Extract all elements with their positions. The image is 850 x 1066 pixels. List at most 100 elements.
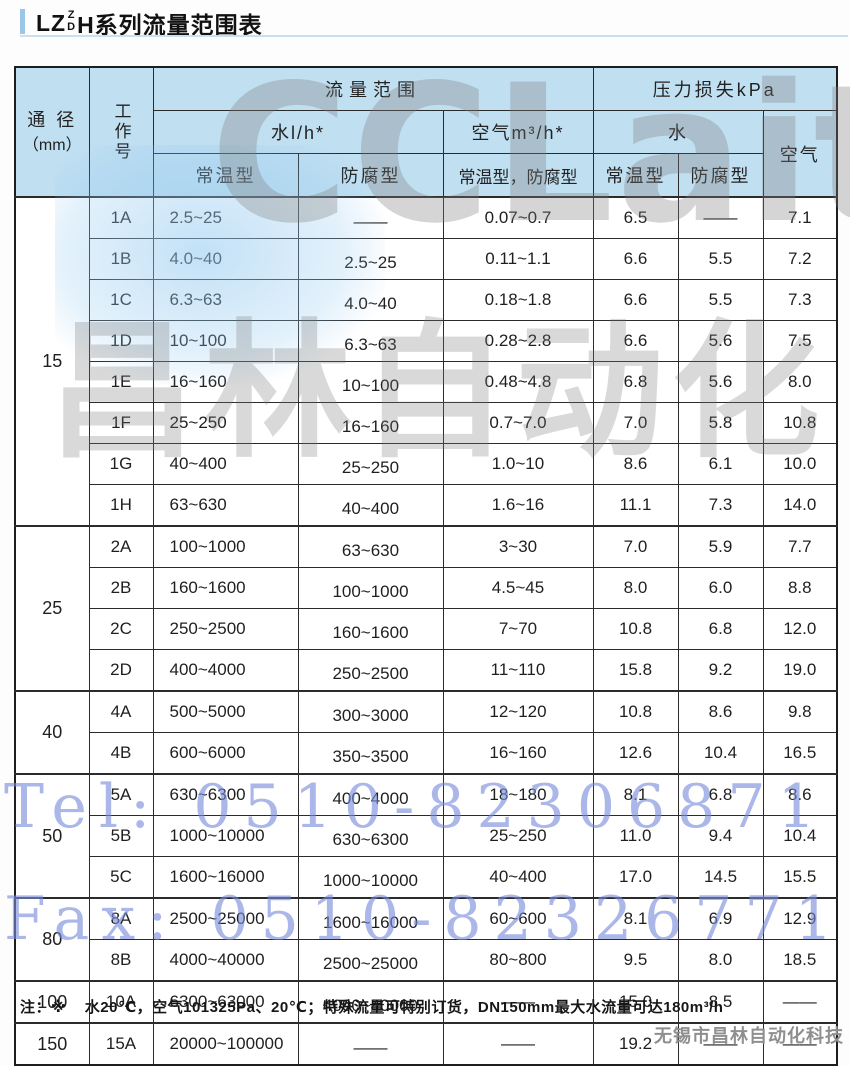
water-normal-flow-cell: 630~6300 (152, 773, 299, 816)
water-normal-flow-cell: 4.0~40 (152, 238, 299, 280)
title-accent-bar (20, 9, 25, 34)
table-row: 5C 1600~16000 1000~10000 40~400 17.0 14.5 15.5 (15, 856, 838, 899)
water-anti-flow-cell: 16~160 (297, 402, 444, 444)
water-normal-flow-cell: 16~160 (152, 361, 299, 403)
pl-water-anti-cell: —— (677, 196, 764, 239)
table-row: 100 10A 6300~63000 4000~40000 —— 15.0 8.5 —— (14, 980, 838, 1024)
air-flow-cell: —— (442, 980, 594, 1024)
table-row: 5B 1000~10000 630~6300 25~250 11.0 9.4 10.4 (15, 815, 838, 857)
air-flow-cell: 25~250 (442, 815, 594, 857)
air-flow-cell: 0.7~7.0 (442, 402, 594, 444)
pl-water-anti-cell: 7.3 (677, 484, 764, 527)
air-flow-cell: 7~70 (442, 608, 594, 650)
table-row: 15 1A 2.5~25 —— 0.07~0.7 6.5 —— 7.1 (14, 196, 838, 527)
air-flow-cell: 0.11~1.1 (442, 238, 594, 280)
table-row: 2B 160~1600 100~1000 4.5~45 8.0 6.0 8.8 (15, 567, 838, 609)
pl-water-anti-cell: 8.6 (677, 690, 764, 733)
pl-water-normal-cell: 8.1 (592, 773, 679, 816)
header-water-normal-type: 常温型 (152, 153, 299, 198)
air-flow-cell: 4.5~45 (442, 567, 594, 609)
table-row: 4B 600~6000 350~3500 16~160 12.6 10.4 16.5 (15, 732, 838, 775)
water-normal-flow-cell: 1000~10000 (152, 815, 299, 857)
water-anti-flow-cell: 4.0~40 (297, 279, 444, 321)
header-pressure-loss: 压力损失kPa (592, 66, 838, 111)
header-water-unit: 水l/h* (152, 110, 444, 154)
title-suffix: H系列流量范围表 (77, 12, 263, 38)
water-anti-flow-cell: —— (297, 1022, 444, 1066)
pl-air-cell: 10.8 (762, 402, 838, 444)
air-flow-cell: 0.28~2.8 (442, 320, 594, 362)
table-row: 2C 250~2500 160~1600 7~70 10.8 6.8 12.0 (15, 608, 838, 650)
water-anti-flow-cell: 630~6300 (297, 815, 444, 857)
air-flow-cell: —— (442, 1022, 594, 1066)
pl-water-anti-cell: 6.1 (677, 443, 764, 485)
diameter-cell: 80 (14, 897, 90, 982)
work-code-cell: 4A (88, 690, 154, 733)
header-pl-water-normal: 常温型 (592, 153, 679, 198)
pl-air-cell: 15.5 (762, 856, 838, 899)
work-code-cell: 1E (88, 361, 154, 403)
pl-water-normal-cell: 9.5 (592, 939, 679, 982)
water-anti-flow-cell: 4000~40000 (297, 980, 444, 1024)
pl-water-anti-cell: 5.6 (677, 361, 764, 403)
air-flow-cell: 0.48~4.8 (442, 361, 594, 403)
pl-water-normal-cell: 10.8 (592, 690, 679, 733)
air-flow-cell: 12~120 (442, 690, 594, 733)
pl-air-cell: 8.6 (762, 773, 838, 816)
pl-water-anti-cell: 9.4 (677, 815, 764, 857)
pl-air-cell: 12.9 (762, 897, 838, 940)
work-code-cell: 1C (88, 279, 154, 321)
pl-water-anti-cell: 6.8 (677, 608, 764, 650)
pl-air-cell: 18.5 (762, 939, 838, 982)
water-normal-flow-cell: 4000~40000 (152, 939, 299, 982)
pl-water-normal-cell: 7.0 (592, 525, 679, 568)
air-flow-cell: 3~30 (442, 525, 594, 568)
work-code-cell: 2C (88, 608, 154, 650)
water-normal-flow-cell: 25~250 (152, 402, 299, 444)
header-air-both-type: 常温型，防腐型 (442, 153, 594, 198)
pl-water-normal-cell: 10.8 (592, 608, 679, 650)
table-row: 1F 25~250 16~160 0.7~7.0 7.0 5.8 10.8 (15, 402, 838, 444)
table-row: 1C 6.3~63 4.0~40 0.18~1.8 6.6 5.5 7.3 (15, 279, 838, 321)
work-code-cell: 2D (88, 649, 154, 692)
company-brand: 无锡市昌林自动化科技 (654, 1026, 844, 1046)
air-flow-cell: 1.6~16 (442, 484, 594, 527)
water-anti-flow-cell: 1600~16000 (297, 897, 444, 940)
work-code-cell: 1D (88, 320, 154, 362)
work-code-cell: 5C (88, 856, 154, 899)
water-normal-flow-cell: 100~1000 (152, 525, 299, 568)
pl-water-normal-cell: 15.0 (592, 980, 679, 1024)
work-code-cell: 8B (88, 939, 154, 982)
air-flow-cell: 18~180 (442, 773, 594, 816)
diameter-cell: 100 (14, 980, 90, 1024)
pl-air-cell: 7.1 (762, 196, 838, 239)
water-normal-flow-cell: 10~100 (152, 320, 299, 362)
table-body: 15 1A 2.5~25 —— 0.07~0.7 6.5 —— 7.1 1B 4.0~40 2.5~… (14, 196, 838, 1066)
header-flow-range: 流量范围 (152, 66, 594, 111)
pl-air-cell: 7.2 (762, 238, 838, 280)
pl-water-normal-cell: 8.1 (592, 897, 679, 940)
work-code-cell: 8A (88, 897, 154, 940)
title-prefix: LZ (36, 9, 67, 36)
work-code-cell: 5A (88, 773, 154, 816)
table-row: 8B 4000~40000 2500~25000 80~800 9.5 8.0 18.5 (15, 939, 838, 982)
water-anti-flow-cell: 350~3500 (297, 732, 444, 775)
diameter-cell: 25 (14, 525, 90, 692)
water-normal-flow-cell: 2500~25000 (152, 897, 299, 940)
work-code-cell: 1F (88, 402, 154, 444)
air-flow-cell: 40~400 (442, 856, 594, 899)
pl-air-cell: 10.0 (762, 443, 838, 485)
pl-water-normal-cell: 15.8 (592, 649, 679, 692)
diameter-cell: 150 (14, 1022, 90, 1066)
pl-water-anti-cell: 8.5 (677, 980, 764, 1024)
pl-air-cell: 7.3 (762, 279, 838, 321)
water-normal-flow-cell: 63~630 (152, 484, 299, 527)
pl-water-normal-cell: 7.0 (592, 402, 679, 444)
water-normal-flow-cell: 40~400 (152, 443, 299, 485)
pl-water-normal-cell: 6.5 (592, 196, 679, 239)
diameter-cell: 50 (14, 773, 90, 899)
water-anti-flow-cell: 10~100 (297, 361, 444, 403)
air-flow-cell: 0.07~0.7 (442, 196, 594, 239)
pl-water-anti-cell: 8.0 (677, 939, 764, 982)
header-water-anti-type: 防腐型 (297, 153, 444, 198)
